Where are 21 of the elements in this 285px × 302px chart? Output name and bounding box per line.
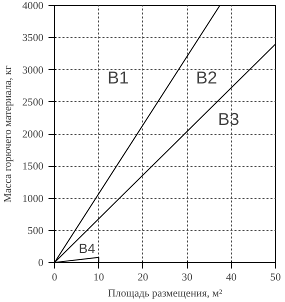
y-tick-label: 3500 xyxy=(22,33,44,44)
y-tick-label: 0 xyxy=(38,258,44,269)
y-tick-label: 2500 xyxy=(22,97,44,108)
x-tick-label: 0 xyxy=(52,272,58,284)
annotation: B3 xyxy=(218,108,240,129)
x-axis-title: Площадь размещения, м² xyxy=(108,288,222,300)
x-tick-label: 10 xyxy=(93,272,104,284)
y-tick-label: 2000 xyxy=(22,130,44,140)
y-tick-label: 1500 xyxy=(22,162,44,173)
y-tick-label: 1000 xyxy=(22,194,44,205)
annotation: B2 xyxy=(196,68,218,88)
x-tick-label: 50 xyxy=(270,272,281,284)
y-axis-title: Масса горючего материала, кг xyxy=(3,64,14,202)
annotation: B4 xyxy=(78,241,96,256)
y-tick-label: 3000 xyxy=(22,65,44,76)
x-tick-label: 30 xyxy=(182,272,192,284)
annotation: B1 xyxy=(108,68,129,88)
x-tick-label: 20 xyxy=(138,272,148,284)
x-tick-label: 40 xyxy=(226,272,237,284)
y-tick-label: 500 xyxy=(28,226,44,237)
y-tick-label: 4000 xyxy=(22,1,44,12)
